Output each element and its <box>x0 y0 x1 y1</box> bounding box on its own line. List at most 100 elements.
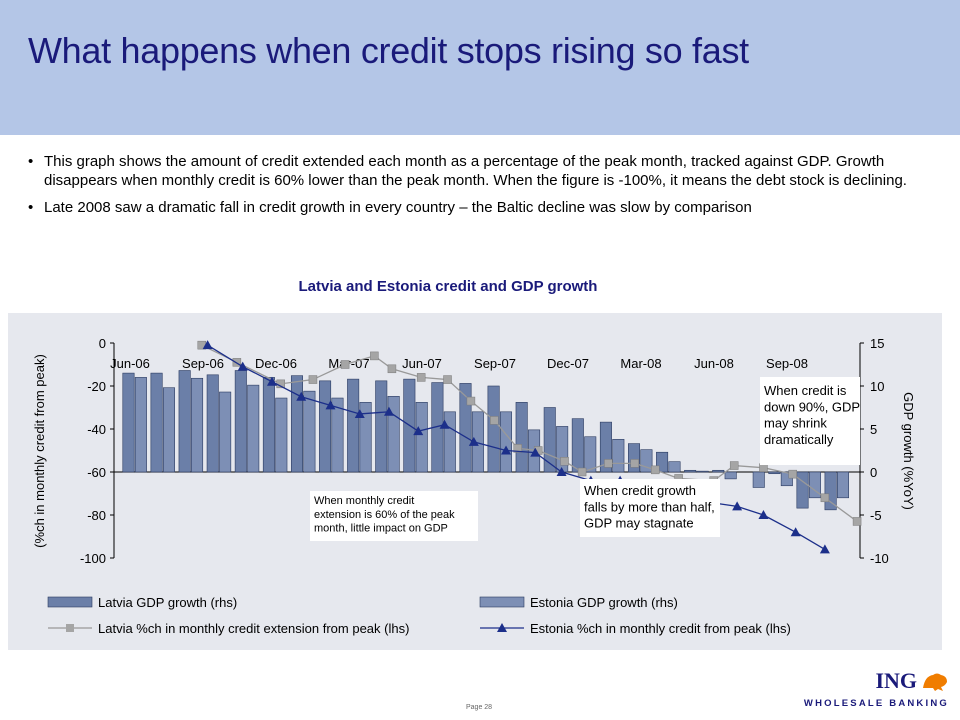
estonia-gdp-bar <box>780 471 793 487</box>
latvia-gdp-bar <box>178 370 191 473</box>
estonia-gdp-bar <box>724 471 737 480</box>
lion-icon <box>923 673 947 691</box>
x-tick-label: Sep-08 <box>766 356 808 371</box>
estonia-credit-point <box>413 426 424 436</box>
annotation-stagnate-bg <box>580 479 720 537</box>
legend-label: Estonia GDP growth (rhs) <box>530 595 678 610</box>
estonia-gdp-bar <box>499 411 512 473</box>
latvia-gdp-bar <box>347 378 360 473</box>
latvia-gdp-bar <box>571 418 584 473</box>
latvia-gdp-bar <box>459 383 472 473</box>
annotation-shrink: When credit is <box>764 383 847 398</box>
legend-swatch-bar <box>479 596 525 608</box>
left-tick-label: -80 <box>87 508 106 523</box>
left-tick-label: -60 <box>87 465 106 480</box>
estonia-gdp-bar <box>640 449 653 473</box>
left-tick-label: 0 <box>99 336 106 351</box>
right-tick-label: 10 <box>870 379 884 394</box>
estonia-gdp-bar <box>696 470 709 473</box>
estonia-credit-point <box>383 406 394 416</box>
right-tick-label: -5 <box>870 508 882 523</box>
latvia-gdp-bar <box>122 372 135 473</box>
estonia-gdp-bar <box>387 396 400 473</box>
x-tick-label: Jun-07 <box>402 356 442 371</box>
slide-title: What happens when credit stops rising so… <box>28 30 749 71</box>
header-band <box>0 0 960 135</box>
page-number: Page 28 <box>466 704 493 711</box>
chart: 0 -20 -40 -60 -80 -100 15 10 5 0 -5 -10 (%ch in mont… <box>32 336 916 636</box>
estonia-credit-point <box>237 361 248 371</box>
annotation-shrink: may shrink <box>764 416 827 431</box>
x-tick-label: Mar-08 <box>620 356 661 371</box>
latvia-gdp-bar <box>150 372 163 473</box>
latvia-credit-point <box>340 360 350 369</box>
annotation-stagnate: GDP may stagnate <box>584 516 694 531</box>
right-axis-label: GDP growth (%YoY) <box>901 392 916 510</box>
estonia-credit-point <box>758 510 769 519</box>
estonia-gdp-bar <box>808 471 821 499</box>
legend-swatch-bar <box>47 596 93 608</box>
estonia-credit-point <box>296 391 307 401</box>
latvia-credit-point <box>560 457 569 466</box>
estonia-credit-point <box>468 436 479 446</box>
latvia-credit-point <box>443 375 452 384</box>
chart-title: Latvia and Estonia credit and GDP growth <box>298 278 598 295</box>
estonia-credit-point <box>732 501 743 511</box>
annotation-stagnate: falls by more than half, <box>584 499 715 514</box>
left-tick-label: -20 <box>87 379 106 394</box>
bullet-item-1: This graph shows the amount of credit ex… <box>28 152 948 190</box>
estonia-gdp-bar <box>303 390 316 473</box>
latvia-credit-point <box>788 469 797 479</box>
estonia-gdp-bar <box>837 471 850 499</box>
estonia-gdp-bar <box>331 397 344 473</box>
x-tick-label: Jun-06 <box>110 356 150 371</box>
latvia-gdp-bar <box>487 385 500 473</box>
logo-subtitle: WHOLESALE BANKING <box>803 698 949 709</box>
annotation-shrink: down 90%, GDP <box>764 399 860 414</box>
x-tick-label: Dec-06 <box>255 356 297 371</box>
estonia-gdp-bar <box>752 471 765 488</box>
latvia-gdp-bar <box>206 374 219 473</box>
latvia-credit-point <box>490 416 499 425</box>
latvia-credit-point <box>466 396 476 406</box>
latvia-gdp-bar <box>262 377 275 473</box>
annotation-low-impact-bg <box>310 491 478 541</box>
latvia-credit-point <box>387 364 397 374</box>
ing-logo: ING WHOLESALE BANKING <box>780 664 955 716</box>
estonia-gdp-bar <box>443 411 456 473</box>
estonia-credit-point <box>202 340 213 350</box>
x-tick-label: Sep-06 <box>182 356 224 371</box>
estonia-credit-point <box>556 467 567 476</box>
annotation-low-impact: month, little impact on GDP <box>314 523 448 535</box>
annotation-low-impact: extension is 60% of the peak <box>314 509 455 521</box>
right-tick-label: 15 <box>870 336 884 351</box>
latvia-gdp-bar <box>628 443 641 473</box>
latvia-gdp-bar <box>824 471 837 511</box>
left-axis-label: (%ch in monthly credit from peak) <box>32 354 47 548</box>
estonia-gdp-bar <box>359 402 372 473</box>
latvia-credit-point <box>604 459 613 468</box>
estonia-credit-point <box>819 544 830 554</box>
latvia-gdp-bar <box>234 370 247 473</box>
bullet-list: This graph shows the amount of credit ex… <box>28 152 948 225</box>
estonia-credit-point <box>266 376 277 386</box>
legend-label: Latvia GDP growth (rhs) <box>98 595 237 610</box>
estonia-gdp-bar <box>247 384 260 473</box>
latvia-credit-point <box>370 351 379 361</box>
estonia-gdp-bar <box>219 391 232 473</box>
legend-marker-triangle <box>497 623 507 632</box>
estonia-gdp-bar <box>191 377 204 473</box>
annotation-shrink-bg <box>760 377 860 465</box>
legend-marker-square <box>66 624 74 632</box>
latvia-credit-point <box>416 373 426 382</box>
left-tick-label: -40 <box>87 422 106 437</box>
latvia-gdp-bar <box>684 469 697 473</box>
estonia-credit-point <box>325 400 336 410</box>
estonia-gdp-bar <box>415 402 428 473</box>
latvia-gdp-bar <box>712 469 725 473</box>
latvia-gdp-bar <box>768 471 781 475</box>
right-tick-label: 5 <box>870 422 877 437</box>
latvia-gdp-bar <box>515 402 528 473</box>
estonia-credit-point <box>501 445 512 455</box>
estonia-credit-point <box>530 447 541 457</box>
